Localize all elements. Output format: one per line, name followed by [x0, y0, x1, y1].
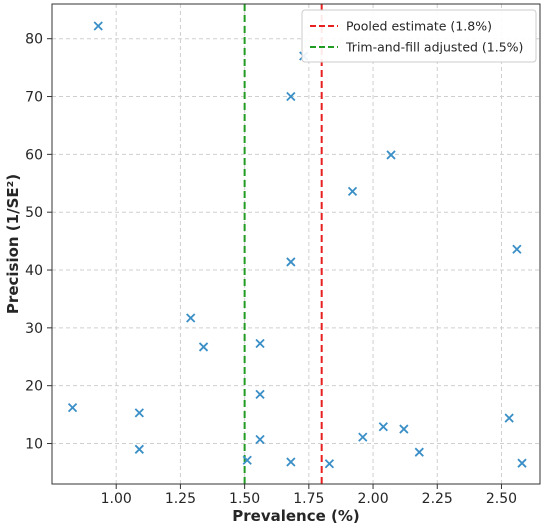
y-tick-label: 40 — [25, 263, 43, 279]
data-point — [255, 389, 265, 399]
x-tick-label: 2.50 — [486, 491, 517, 507]
y-tick-label: 10 — [25, 437, 43, 453]
x-tick-label: 2.00 — [357, 491, 388, 507]
legend-box — [301, 9, 537, 63]
reference-lines — [243, 4, 323, 484]
data-point — [324, 459, 335, 469]
grid-lines — [52, 4, 540, 484]
data-point — [286, 457, 296, 467]
x-tick-label: 1.75 — [293, 491, 324, 507]
legend-label-trim-fill: Trim-and-fill adjusted (1.5%) — [345, 40, 523, 55]
y-tick-label: 50 — [25, 205, 43, 221]
data-point — [255, 338, 265, 349]
data-point — [517, 458, 527, 468]
data-point — [255, 434, 265, 445]
y-tick-label: 20 — [25, 379, 43, 395]
data-point — [134, 408, 144, 418]
y-axis-title: Precision (1/SE²) — [4, 174, 22, 314]
data-point — [378, 422, 388, 432]
data-point — [386, 150, 396, 160]
data-point — [286, 257, 296, 267]
x-tick-label: 1.25 — [165, 491, 196, 507]
data-point — [504, 413, 514, 423]
x-tick-label: 1.50 — [229, 491, 260, 507]
x-axis-ticks: 1.00 1.25 1.50 1.75 2.00 2.25 2.50 — [101, 484, 517, 507]
y-tick-label: 30 — [25, 321, 43, 337]
data-point — [242, 455, 252, 465]
data-point — [93, 21, 103, 31]
data-point — [358, 432, 368, 442]
y-axis-ticks: 10 20 30 40 50 60 70 80 — [25, 32, 52, 453]
plot-area-frame — [51, 3, 541, 485]
x-tick-label: 1.00 — [101, 491, 132, 507]
legend: Pooled estimate (1.8%) Trim-and-fill adj… — [301, 9, 537, 63]
data-point — [198, 342, 209, 352]
data-point — [414, 447, 424, 457]
data-point — [186, 313, 196, 323]
legend-label-pooled: Pooled estimate (1.8%) — [346, 19, 492, 34]
data-point — [286, 91, 296, 102]
data-point — [347, 186, 358, 197]
x-tick-label: 2.25 — [422, 491, 453, 507]
data-point — [512, 244, 522, 254]
data-point — [67, 403, 78, 413]
y-tick-label: 60 — [25, 147, 43, 163]
y-tick-label: 70 — [25, 90, 43, 106]
y-tick-label: 80 — [25, 32, 43, 48]
data-point — [399, 424, 409, 434]
data-points — [67, 21, 527, 469]
x-axis-title: Prevalence (%) — [232, 507, 360, 525]
data-point — [134, 444, 144, 454]
